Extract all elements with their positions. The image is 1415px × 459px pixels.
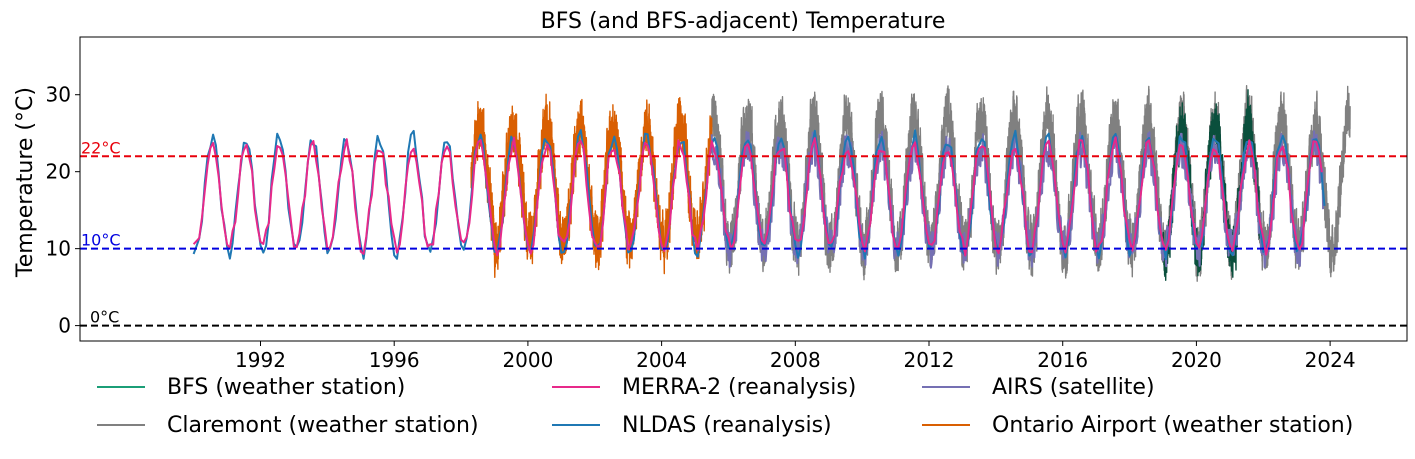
reference-label-0: 0°C (90, 308, 119, 327)
legend-item: MERRA-2 (reanalysis) (540, 370, 856, 404)
x-tick-label: 2000 (502, 348, 553, 372)
y-tick-label: 10 (46, 237, 71, 261)
x-tick-label: 1992 (235, 348, 286, 372)
legend-item: AIRS (satellite) (910, 370, 1155, 404)
y-axis-label: Temperature (°C) (13, 87, 38, 278)
legend-swatch (552, 424, 600, 426)
legend-item: NLDAS (reanalysis) (540, 408, 832, 442)
y-tick-label: 30 (46, 83, 71, 107)
legend-swatch (922, 424, 970, 426)
legend-swatch (922, 386, 970, 388)
legend-label: MERRA-2 (reanalysis) (622, 374, 857, 400)
legend-item: BFS (weather station) (85, 370, 405, 404)
series-line-bfs-weather-station (1162, 89, 1261, 281)
x-tick-label: 2008 (770, 348, 821, 372)
legend-swatch (552, 386, 600, 388)
x-tick-label: 2020 (1171, 348, 1222, 372)
chart-title: BFS (and BFS-adjacent) Temperature (541, 9, 946, 34)
y-tick-label: 0 (58, 314, 71, 338)
axes: 22°C 10°C 0°C 1992 1996 2000 2004 2008 2012 2016 2… (46, 36, 1408, 372)
legend-item: Claremont (weather station) (85, 408, 479, 442)
x-tick-label: 2004 (636, 348, 687, 372)
legend-swatch (97, 424, 145, 426)
x-tick-label: 1996 (369, 348, 420, 372)
legend-label: Claremont (weather station) (167, 412, 479, 438)
legend-label: BFS (weather station) (167, 374, 406, 400)
y-tick-label: 20 (46, 160, 71, 184)
x-tick-label: 2016 (1037, 348, 1088, 372)
legend-label: Ontario Airport (weather station) (992, 412, 1354, 438)
x-tick-label: 2012 (904, 348, 955, 372)
legend-item: Ontario Airport (weather station) (910, 408, 1353, 442)
x-tick-label: 2024 (1305, 348, 1356, 372)
plot-area (80, 84, 1407, 327)
series-line-merra-2-reanalysis (192, 136, 1323, 257)
plot-frame (79, 36, 1408, 342)
legend-label: NLDAS (reanalysis) (622, 412, 832, 438)
reference-label-22: 22°C (81, 138, 121, 157)
legend: BFS (weather station) Claremont (weather … (85, 370, 1405, 450)
legend-swatch (97, 386, 145, 388)
reference-label-10: 10°C (81, 231, 121, 250)
legend-label: AIRS (satellite) (992, 374, 1155, 400)
